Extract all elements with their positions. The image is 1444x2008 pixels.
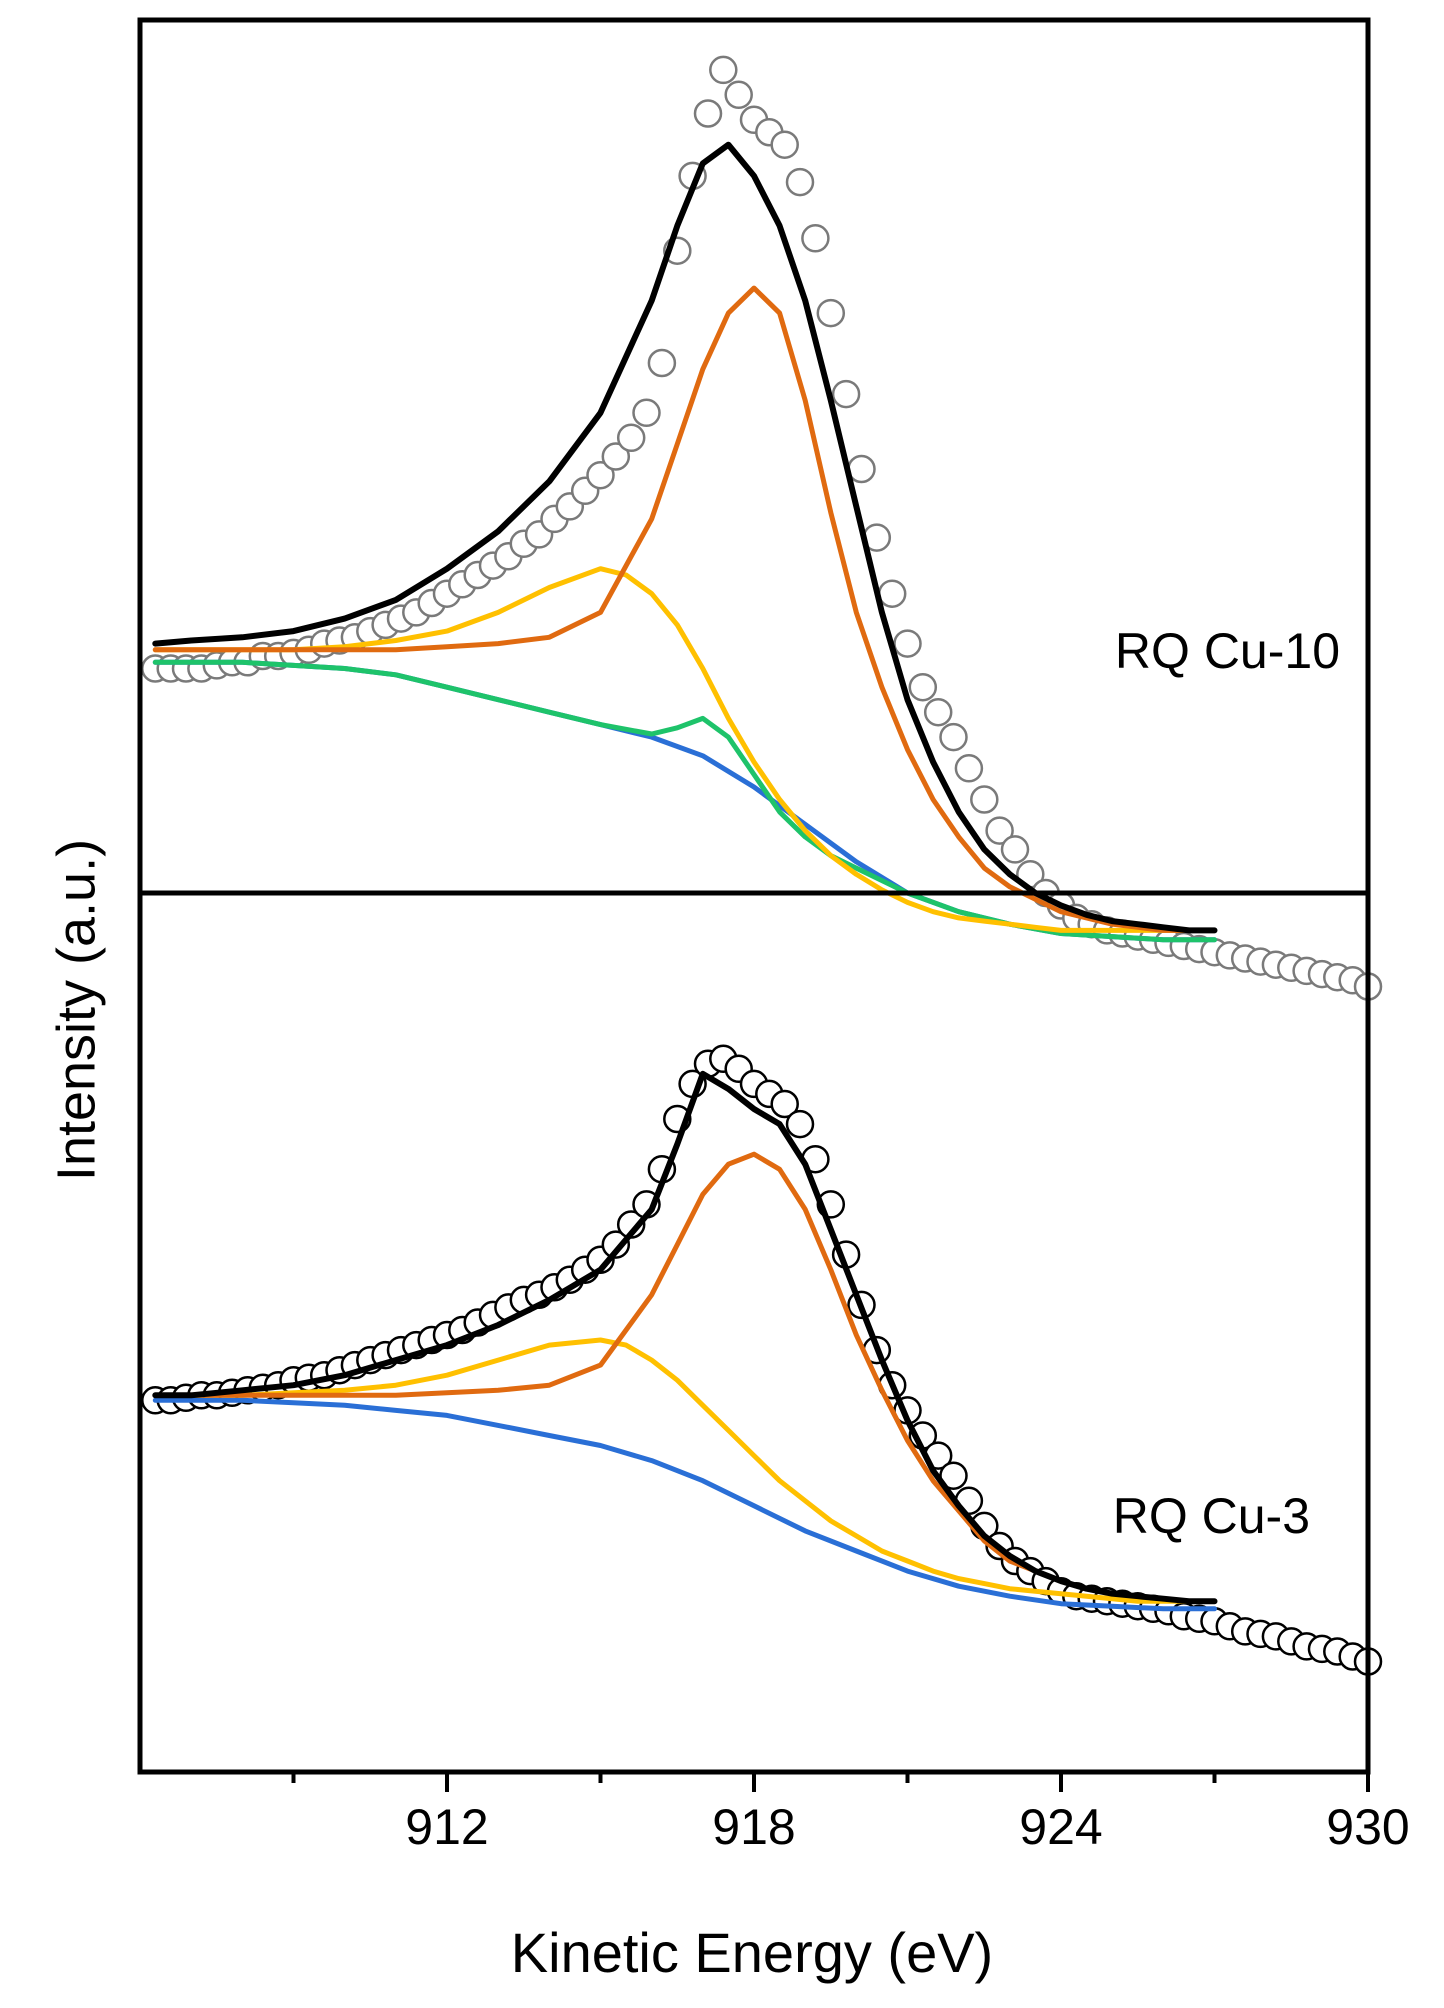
data-point: [877, 579, 907, 608]
data-point: [770, 1089, 799, 1119]
panel-1: RQ Cu-10: [141, 55, 1383, 1001]
series-line-background: [152, 1397, 1217, 1612]
series-line-comp1: [152, 285, 1217, 933]
data-point: [785, 1109, 815, 1139]
panels: RQ Cu-10 RQ Cu-3: [137, 17, 1383, 1775]
y-axis-title: Intensity (a.u.): [46, 839, 106, 1181]
data-point: [939, 722, 968, 752]
data-point: [1000, 835, 1030, 864]
data-point: [831, 379, 861, 409]
data-point: [724, 80, 753, 110]
x-axis: 912 918 924 930: [291, 1772, 1410, 1855]
data-point: [709, 55, 738, 85]
data-point: [632, 398, 661, 428]
series-line-comp2: [152, 1337, 1217, 1604]
x-tick-label: 930: [1326, 1799, 1409, 1855]
data-point: [954, 754, 984, 783]
x-tick-label: 918: [712, 1799, 795, 1855]
data-point: [647, 348, 677, 378]
x-tick-label: 912: [405, 1799, 488, 1855]
y-axis-title-group: Intensity (a.u.): [46, 839, 106, 1181]
data-point: [893, 629, 922, 658]
series-line-fit: [152, 141, 1218, 934]
data-point: [586, 460, 615, 490]
data-point: [985, 816, 1014, 845]
data-point: [970, 785, 999, 814]
data-point: [816, 298, 846, 328]
data-point: [923, 697, 953, 727]
data-point: [785, 167, 815, 197]
series-line-fit: [152, 1070, 1218, 1605]
x-tick-label: 924: [1019, 1799, 1102, 1855]
panel-label: RQ Cu-3: [1113, 1488, 1310, 1544]
panel-label: RQ Cu-10: [1115, 623, 1340, 679]
data-point: [616, 423, 646, 453]
data-points: [141, 1044, 1383, 1676]
data-point: [801, 224, 830, 253]
data-point: [770, 130, 799, 159]
x-axis-title: Kinetic Energy (eV): [511, 1921, 993, 1984]
data-point: [601, 442, 631, 471]
data-point: [601, 1230, 631, 1259]
data-points: [141, 55, 1383, 1001]
panel-2: RQ Cu-3: [141, 1044, 1383, 1676]
data-point: [908, 672, 938, 702]
data-point: [693, 99, 723, 128]
series-line-comp2: [152, 566, 1217, 933]
